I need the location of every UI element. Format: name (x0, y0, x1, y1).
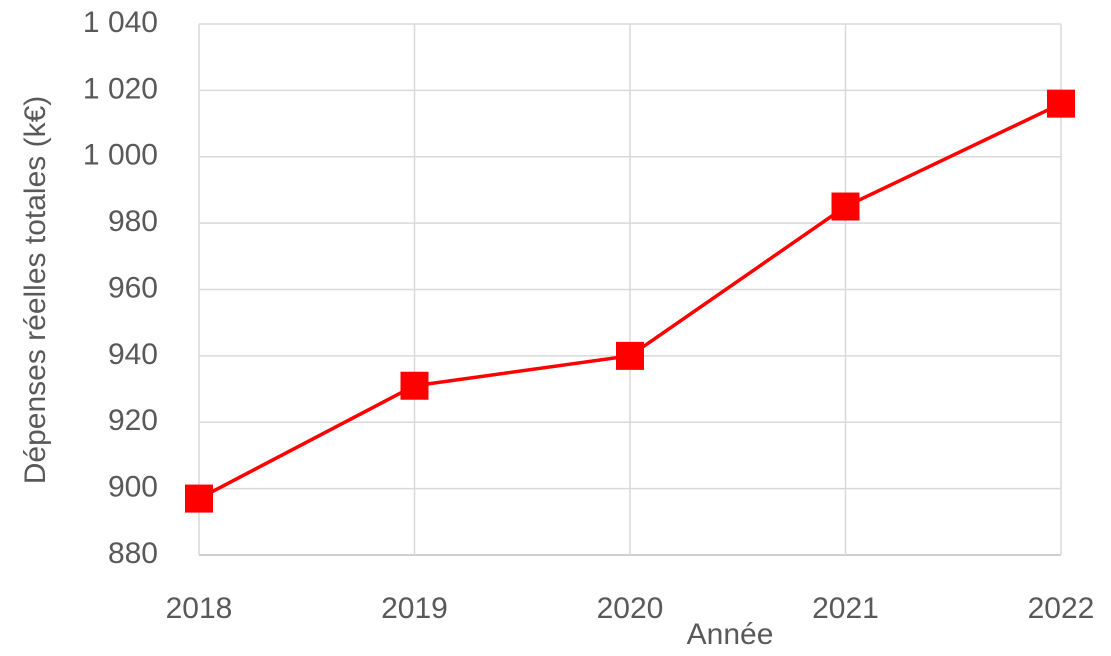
y-tick-label: 1 000 (83, 139, 158, 172)
data-point (1047, 89, 1075, 118)
x-tick-label: 2019 (381, 592, 448, 625)
data-point (616, 341, 644, 370)
data-point (185, 484, 213, 513)
y-tick-label: 1 040 (83, 6, 158, 39)
y-tick-label: 900 (108, 471, 158, 504)
data-point (400, 371, 429, 400)
x-axis-label: Année (687, 618, 774, 651)
y-tick-label: 880 (108, 537, 158, 570)
x-tick-label: 2022 (1028, 592, 1095, 625)
x-tick-label: 2018 (166, 592, 233, 625)
data-point (831, 192, 860, 221)
y-tick-label: 960 (108, 271, 158, 304)
y-axis-label: Dépenses réelles totales (k€) (19, 96, 52, 485)
y-tick-label: 980 (108, 205, 158, 238)
y-tick-label: 940 (108, 338, 158, 371)
x-tick-label: 2020 (597, 592, 664, 625)
y-tick-label: 1 020 (83, 72, 158, 105)
x-tick-label: 2021 (812, 592, 879, 625)
y-tick-label: 920 (108, 404, 158, 437)
